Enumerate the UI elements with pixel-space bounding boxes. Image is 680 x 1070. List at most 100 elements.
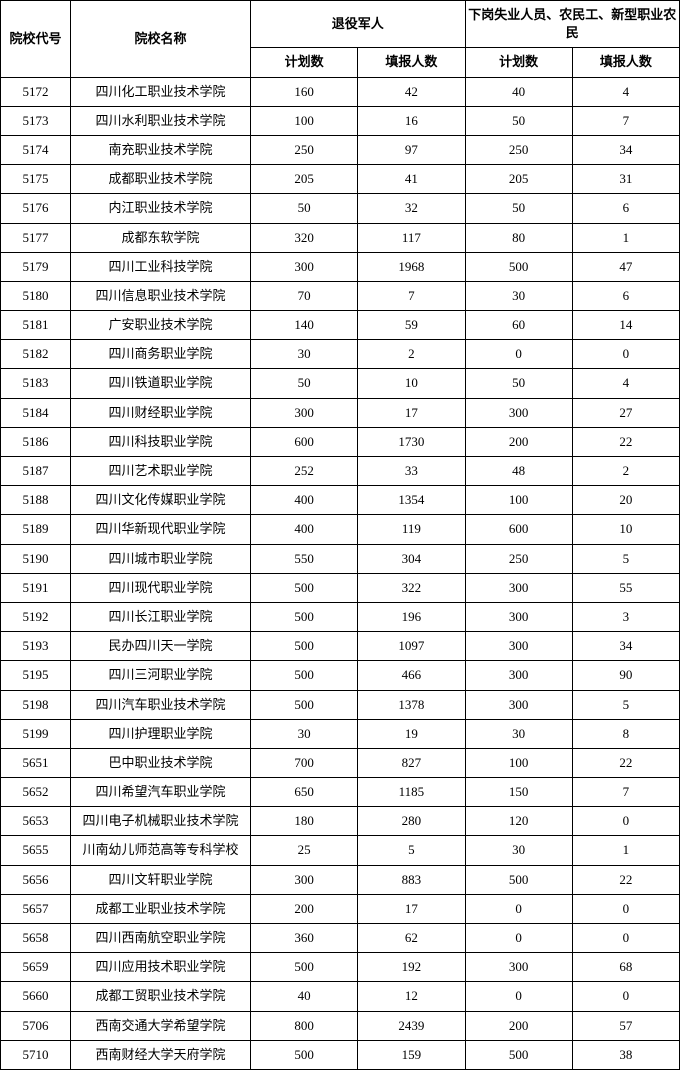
cell-vfilled: 2439 (358, 1011, 465, 1040)
cell-oplan: 30 (465, 281, 572, 310)
cell-code: 5177 (1, 223, 71, 252)
cell-ofilled: 22 (572, 427, 679, 456)
cell-code: 5198 (1, 690, 71, 719)
cell-ofilled: 31 (572, 165, 679, 194)
header-ofilled: 填报人数 (572, 48, 679, 77)
cell-name: 四川文轩职业学院 (71, 865, 251, 894)
cell-oplan: 150 (465, 778, 572, 807)
cell-ofilled: 20 (572, 486, 679, 515)
cell-vfilled: 827 (358, 748, 465, 777)
cell-vfilled: 466 (358, 661, 465, 690)
cell-code: 5655 (1, 836, 71, 865)
cell-vfilled: 41 (358, 165, 465, 194)
cell-name: 四川水利职业技术学院 (71, 106, 251, 135)
cell-ofilled: 0 (572, 982, 679, 1011)
cell-vplan: 252 (251, 457, 358, 486)
table-row: 5181广安职业技术学院140596014 (1, 311, 680, 340)
header-veteran: 退役军人 (251, 1, 466, 48)
table-row: 5199四川护理职业学院3019308 (1, 719, 680, 748)
cell-vfilled: 883 (358, 865, 465, 894)
cell-vfilled: 19 (358, 719, 465, 748)
table-row: 5191四川现代职业学院50032230055 (1, 573, 680, 602)
cell-code: 5710 (1, 1040, 71, 1069)
cell-name: 民办四川天一学院 (71, 632, 251, 661)
cell-ofilled: 3 (572, 602, 679, 631)
cell-code: 5182 (1, 340, 71, 369)
cell-code: 5179 (1, 252, 71, 281)
cell-oplan: 250 (465, 135, 572, 164)
cell-code: 5183 (1, 369, 71, 398)
cell-oplan: 205 (465, 165, 572, 194)
cell-name: 巴中职业技术学院 (71, 748, 251, 777)
enrollment-table: 院校代号 院校名称 退役军人 下岗失业人员、农民工、新型职业农民 计划数 填报人… (0, 0, 680, 1070)
cell-code: 5174 (1, 135, 71, 164)
cell-name: 四川三河职业学院 (71, 661, 251, 690)
cell-vfilled: 32 (358, 194, 465, 223)
cell-ofilled: 90 (572, 661, 679, 690)
cell-ofilled: 7 (572, 778, 679, 807)
cell-oplan: 50 (465, 194, 572, 223)
cell-vplan: 50 (251, 369, 358, 398)
cell-vplan: 70 (251, 281, 358, 310)
table-row: 5189四川华新现代职业学院40011960010 (1, 515, 680, 544)
header-vplan: 计划数 (251, 48, 358, 77)
cell-code: 5652 (1, 778, 71, 807)
cell-name: 西南交通大学希望学院 (71, 1011, 251, 1040)
cell-oplan: 48 (465, 457, 572, 486)
cell-oplan: 200 (465, 1011, 572, 1040)
cell-vfilled: 119 (358, 515, 465, 544)
cell-name: 四川长江职业学院 (71, 602, 251, 631)
cell-vplan: 700 (251, 748, 358, 777)
cell-ofilled: 6 (572, 194, 679, 223)
cell-vplan: 500 (251, 953, 358, 982)
cell-vplan: 100 (251, 106, 358, 135)
cell-name: 四川西南航空职业学院 (71, 924, 251, 953)
table-row: 5652四川希望汽车职业学院65011851507 (1, 778, 680, 807)
table-row: 5180四川信息职业技术学院707306 (1, 281, 680, 310)
cell-vfilled: 42 (358, 77, 465, 106)
table-row: 5182四川商务职业学院30200 (1, 340, 680, 369)
cell-code: 5181 (1, 311, 71, 340)
cell-vfilled: 1968 (358, 252, 465, 281)
table-row: 5656四川文轩职业学院30088350022 (1, 865, 680, 894)
cell-vfilled: 117 (358, 223, 465, 252)
cell-ofilled: 34 (572, 632, 679, 661)
header-other: 下岗失业人员、农民工、新型职业农民 (465, 1, 680, 48)
cell-vplan: 300 (251, 252, 358, 281)
cell-ofilled: 8 (572, 719, 679, 748)
cell-vplan: 500 (251, 602, 358, 631)
cell-vplan: 300 (251, 865, 358, 894)
cell-oplan: 500 (465, 252, 572, 281)
table-row: 5173四川水利职业技术学院10016507 (1, 106, 680, 135)
cell-ofilled: 0 (572, 924, 679, 953)
cell-vplan: 180 (251, 807, 358, 836)
cell-name: 西南财经大学天府学院 (71, 1040, 251, 1069)
cell-name: 四川商务职业学院 (71, 340, 251, 369)
cell-oplan: 300 (465, 573, 572, 602)
cell-oplan: 100 (465, 748, 572, 777)
cell-ofilled: 4 (572, 369, 679, 398)
cell-vplan: 500 (251, 632, 358, 661)
cell-oplan: 300 (465, 661, 572, 690)
cell-vplan: 800 (251, 1011, 358, 1040)
cell-vplan: 50 (251, 194, 358, 223)
table-row: 5660成都工贸职业技术学院401200 (1, 982, 680, 1011)
cell-vfilled: 1730 (358, 427, 465, 456)
cell-code: 5651 (1, 748, 71, 777)
cell-vfilled: 304 (358, 544, 465, 573)
cell-code: 5188 (1, 486, 71, 515)
cell-vplan: 400 (251, 486, 358, 515)
cell-oplan: 120 (465, 807, 572, 836)
cell-vplan: 300 (251, 398, 358, 427)
table-row: 5653四川电子机械职业技术学院1802801200 (1, 807, 680, 836)
cell-vplan: 160 (251, 77, 358, 106)
cell-vfilled: 62 (358, 924, 465, 953)
cell-vfilled: 1378 (358, 690, 465, 719)
cell-oplan: 0 (465, 924, 572, 953)
cell-name: 四川化工职业技术学院 (71, 77, 251, 106)
cell-vplan: 500 (251, 1040, 358, 1069)
cell-name: 四川希望汽车职业学院 (71, 778, 251, 807)
cell-name: 四川城市职业学院 (71, 544, 251, 573)
cell-oplan: 50 (465, 369, 572, 398)
cell-vplan: 360 (251, 924, 358, 953)
